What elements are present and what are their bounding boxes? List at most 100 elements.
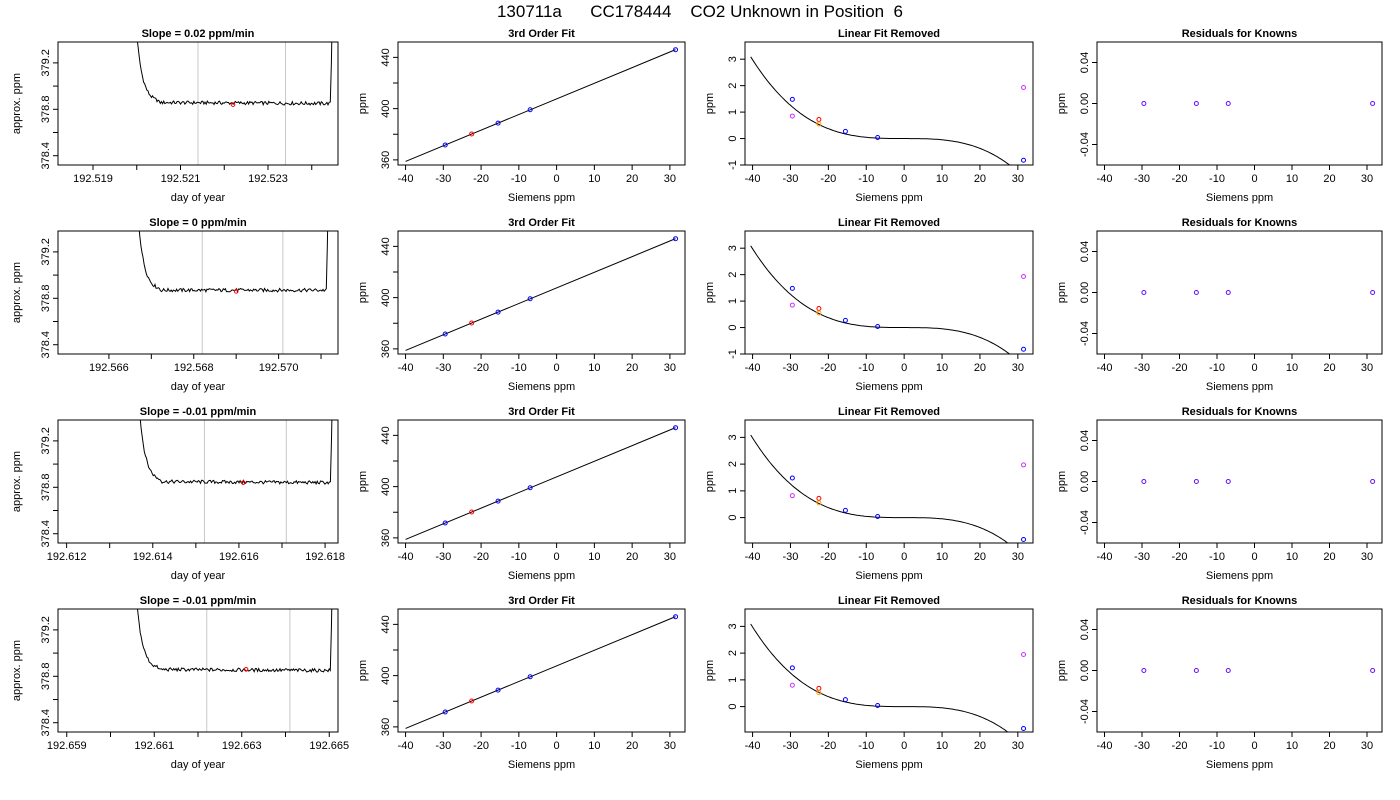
panel-r2-c4-xtick-label-1: -40 bbox=[1097, 362, 1113, 374]
panel-r1-c1-title: Slope = 0.02 ppm/min bbox=[142, 28, 255, 40]
panel-r1-c2-xtick-label-3: -20 bbox=[473, 173, 489, 185]
panel-r3-c3-ytick-label-3: 2 bbox=[727, 461, 739, 467]
panel-r3-c2-xtick-label-2: -30 bbox=[435, 551, 451, 563]
panel-r4-c3-point-5 bbox=[842, 697, 848, 703]
panel-r4-c1-title: Slope = -0.01 ppm/min bbox=[140, 595, 257, 607]
panel-r1-c4-xtick-label-7: 20 bbox=[1323, 173, 1335, 185]
panel-r2-c3-xtick-label-8: 30 bbox=[1012, 362, 1024, 374]
panel-r1-c3-frame bbox=[744, 41, 1034, 166]
panel-r1-c4-xtick-label-3: -20 bbox=[1172, 173, 1188, 185]
panel-r3-c2-xtick-label-8: 30 bbox=[664, 551, 676, 563]
panel-r2-c3-ylabel: ppm bbox=[704, 282, 716, 303]
panel-r2-c2-point-3 bbox=[495, 309, 501, 315]
panel-r3-c1-ytick-label-1: 378.4 bbox=[40, 520, 52, 548]
panel-r1-c1-xtick-label-1: 192.519 bbox=[73, 173, 113, 185]
panel-r4-c1-ylabel: approx. ppm bbox=[11, 640, 23, 701]
panel-r2-c1-title: Slope = 0 ppm/min bbox=[149, 217, 247, 229]
panel-r3-c1-xtick-label-7: 192.618 bbox=[305, 551, 345, 563]
panel-r3-c3-point-6 bbox=[875, 514, 881, 520]
panel-r4-c3-xtick-label-3: -20 bbox=[820, 740, 836, 752]
panel-r1-c4-xtick-label-8: 30 bbox=[1361, 173, 1373, 185]
panel-r3-c2-point-4 bbox=[527, 485, 533, 491]
panel-r2-c2-xtick-label-5: 0 bbox=[554, 362, 560, 374]
panel-r3-c3-xtick-label-3: -20 bbox=[820, 551, 836, 563]
panel-r4-c2-xtick-label-3: -20 bbox=[473, 740, 489, 752]
panel-r1-c3-point-8 bbox=[1021, 84, 1027, 90]
panel-r2-c3-xlabel: Siemens ppm bbox=[855, 381, 922, 393]
panel-r3-c4-ytick-label-2: 0.00 bbox=[1079, 471, 1091, 492]
panel-r3-c2-point-1 bbox=[442, 520, 448, 526]
panel-r2-c2-ytick-label-1: 360 bbox=[380, 340, 392, 358]
panel-r2-c4-ytick-label-3: 0.04 bbox=[1079, 241, 1091, 262]
panel-r4-c3-xtick-label-7: 20 bbox=[974, 740, 986, 752]
panel-r3-c2-ylabel: ppm bbox=[357, 471, 369, 492]
panel-r3-c1-title: Slope = -0.01 ppm/min bbox=[140, 406, 257, 418]
panel-r3-c3-point-3 bbox=[816, 495, 822, 501]
panel-r3-c2-fit-line bbox=[405, 427, 676, 540]
panel-r4-c1-xtick-label-1: 192.659 bbox=[47, 740, 87, 752]
panel-r4-c1-ytick-label-1: 378.4 bbox=[40, 709, 52, 737]
panel-r1-c3-ytick-label-1: -1 bbox=[727, 160, 739, 170]
panel-r3-c3-ytick-label-2: 1 bbox=[727, 488, 739, 494]
panel-r1-c2-point-2 bbox=[469, 131, 475, 137]
panel-r2-c4-ytick-label-1: -0.04 bbox=[1079, 321, 1091, 346]
panel-r1-c4-point-1 bbox=[1141, 101, 1147, 106]
panel-r1-c2-xtick-label-5: 0 bbox=[554, 173, 560, 185]
panel-r1-c3-xtick-label-5: 0 bbox=[901, 173, 907, 185]
panel-r4-c3-title: Linear Fit Removed bbox=[838, 595, 940, 607]
panel-r3-c1-trace bbox=[139, 420, 333, 486]
panel-r3-c3-point-7 bbox=[1021, 537, 1027, 543]
panel-r4-c1-ytick-label-5: 379.2 bbox=[40, 616, 52, 644]
panel-r4-c4-xtick-label-3: -20 bbox=[1172, 740, 1188, 752]
panel-r3-c1-xlabel: day of year bbox=[171, 570, 226, 582]
panel-r3-c4-frame bbox=[1096, 419, 1383, 544]
panel-r4-c3-point-4 bbox=[816, 690, 822, 696]
panel-r3-c2-xlabel: Siemens ppm bbox=[508, 570, 575, 582]
panel-r4-c3-xtick-label-1: -40 bbox=[745, 740, 761, 752]
panel-r3-c2-point-5 bbox=[673, 425, 679, 431]
panel-r3-c4-point-1 bbox=[1141, 479, 1147, 484]
panel-r4-c2-xtick-label-1: -40 bbox=[398, 740, 414, 752]
panel-r4-c2-ytick-label-3: 400 bbox=[380, 666, 392, 684]
panel-r2-c2-xlabel: Siemens ppm bbox=[508, 381, 575, 393]
panel-r2-c3-title: Linear Fit Removed bbox=[838, 217, 940, 229]
panel-r1-c3-point-6 bbox=[875, 134, 881, 140]
panel-r1-c3-xtick-label-6: 10 bbox=[936, 173, 948, 185]
panel-r3-c1-frame bbox=[57, 419, 339, 544]
panel-r1-c1-trace bbox=[136, 42, 333, 107]
panel-r1-c4-frame bbox=[1096, 41, 1383, 166]
panel-r2-c4-xtick-label-4: -10 bbox=[1209, 362, 1225, 374]
panel-r1-c3-ytick-label-2: 0 bbox=[727, 135, 739, 141]
panel-r2-c2-title: 3rd Order Fit bbox=[508, 217, 575, 229]
panel-r1-c2-title: 3rd Order Fit bbox=[508, 28, 575, 40]
panel-r1-c3-cubic-curve bbox=[750, 56, 1011, 165]
panel-r3-c4-xtick-label-5: 0 bbox=[1251, 551, 1257, 563]
panel-r4-c4-xtick-label-8: 30 bbox=[1361, 740, 1373, 752]
panel-r4-c2-point-5 bbox=[673, 614, 679, 620]
panel-r3-c2-ytick-label-5: 440 bbox=[380, 426, 392, 444]
panel-r4-c1-xtick-label-5: 192.663 bbox=[222, 740, 262, 752]
panel-r2-c2-point-4 bbox=[527, 296, 533, 302]
panel-r4-c3-xtick-label-2: -30 bbox=[783, 740, 799, 752]
panel-r4-c2-point-1 bbox=[442, 709, 448, 715]
panel-r3-c3-point-4 bbox=[816, 500, 822, 506]
panel-r3-c4-xtick-label-7: 20 bbox=[1323, 551, 1335, 563]
panel-r1-c4-ytick-label-2: 0.00 bbox=[1079, 93, 1091, 114]
panel-r1-c2-fit-line bbox=[405, 49, 676, 162]
panel-r4-c4-frame bbox=[1096, 608, 1383, 733]
panel-r4-c3-xtick-label-5: 0 bbox=[901, 740, 907, 752]
panel-r2-c3-xtick-label-1: -40 bbox=[745, 362, 761, 374]
panel-r3-c2-xtick-label-5: 0 bbox=[554, 551, 560, 563]
panel-r4-c3-xlabel: Siemens ppm bbox=[855, 759, 922, 771]
panel-r2-c4-xtick-label-8: 30 bbox=[1361, 362, 1373, 374]
panel-r1-c4-ytick-label-1: -0.04 bbox=[1079, 132, 1091, 157]
panel-r1-c1-ytick-label-1: 378.4 bbox=[40, 142, 52, 170]
panel-r2-c4-point-1 bbox=[1141, 290, 1147, 295]
panel-r2-c3-point-8 bbox=[1021, 273, 1027, 279]
panel-r1-c3-point-3 bbox=[816, 117, 822, 123]
panel-r1-c2-point-4 bbox=[527, 107, 533, 113]
panel-r2-c3-xtick-label-4: -10 bbox=[858, 362, 874, 374]
panel-r1-c3-xtick-label-8: 30 bbox=[1012, 173, 1024, 185]
